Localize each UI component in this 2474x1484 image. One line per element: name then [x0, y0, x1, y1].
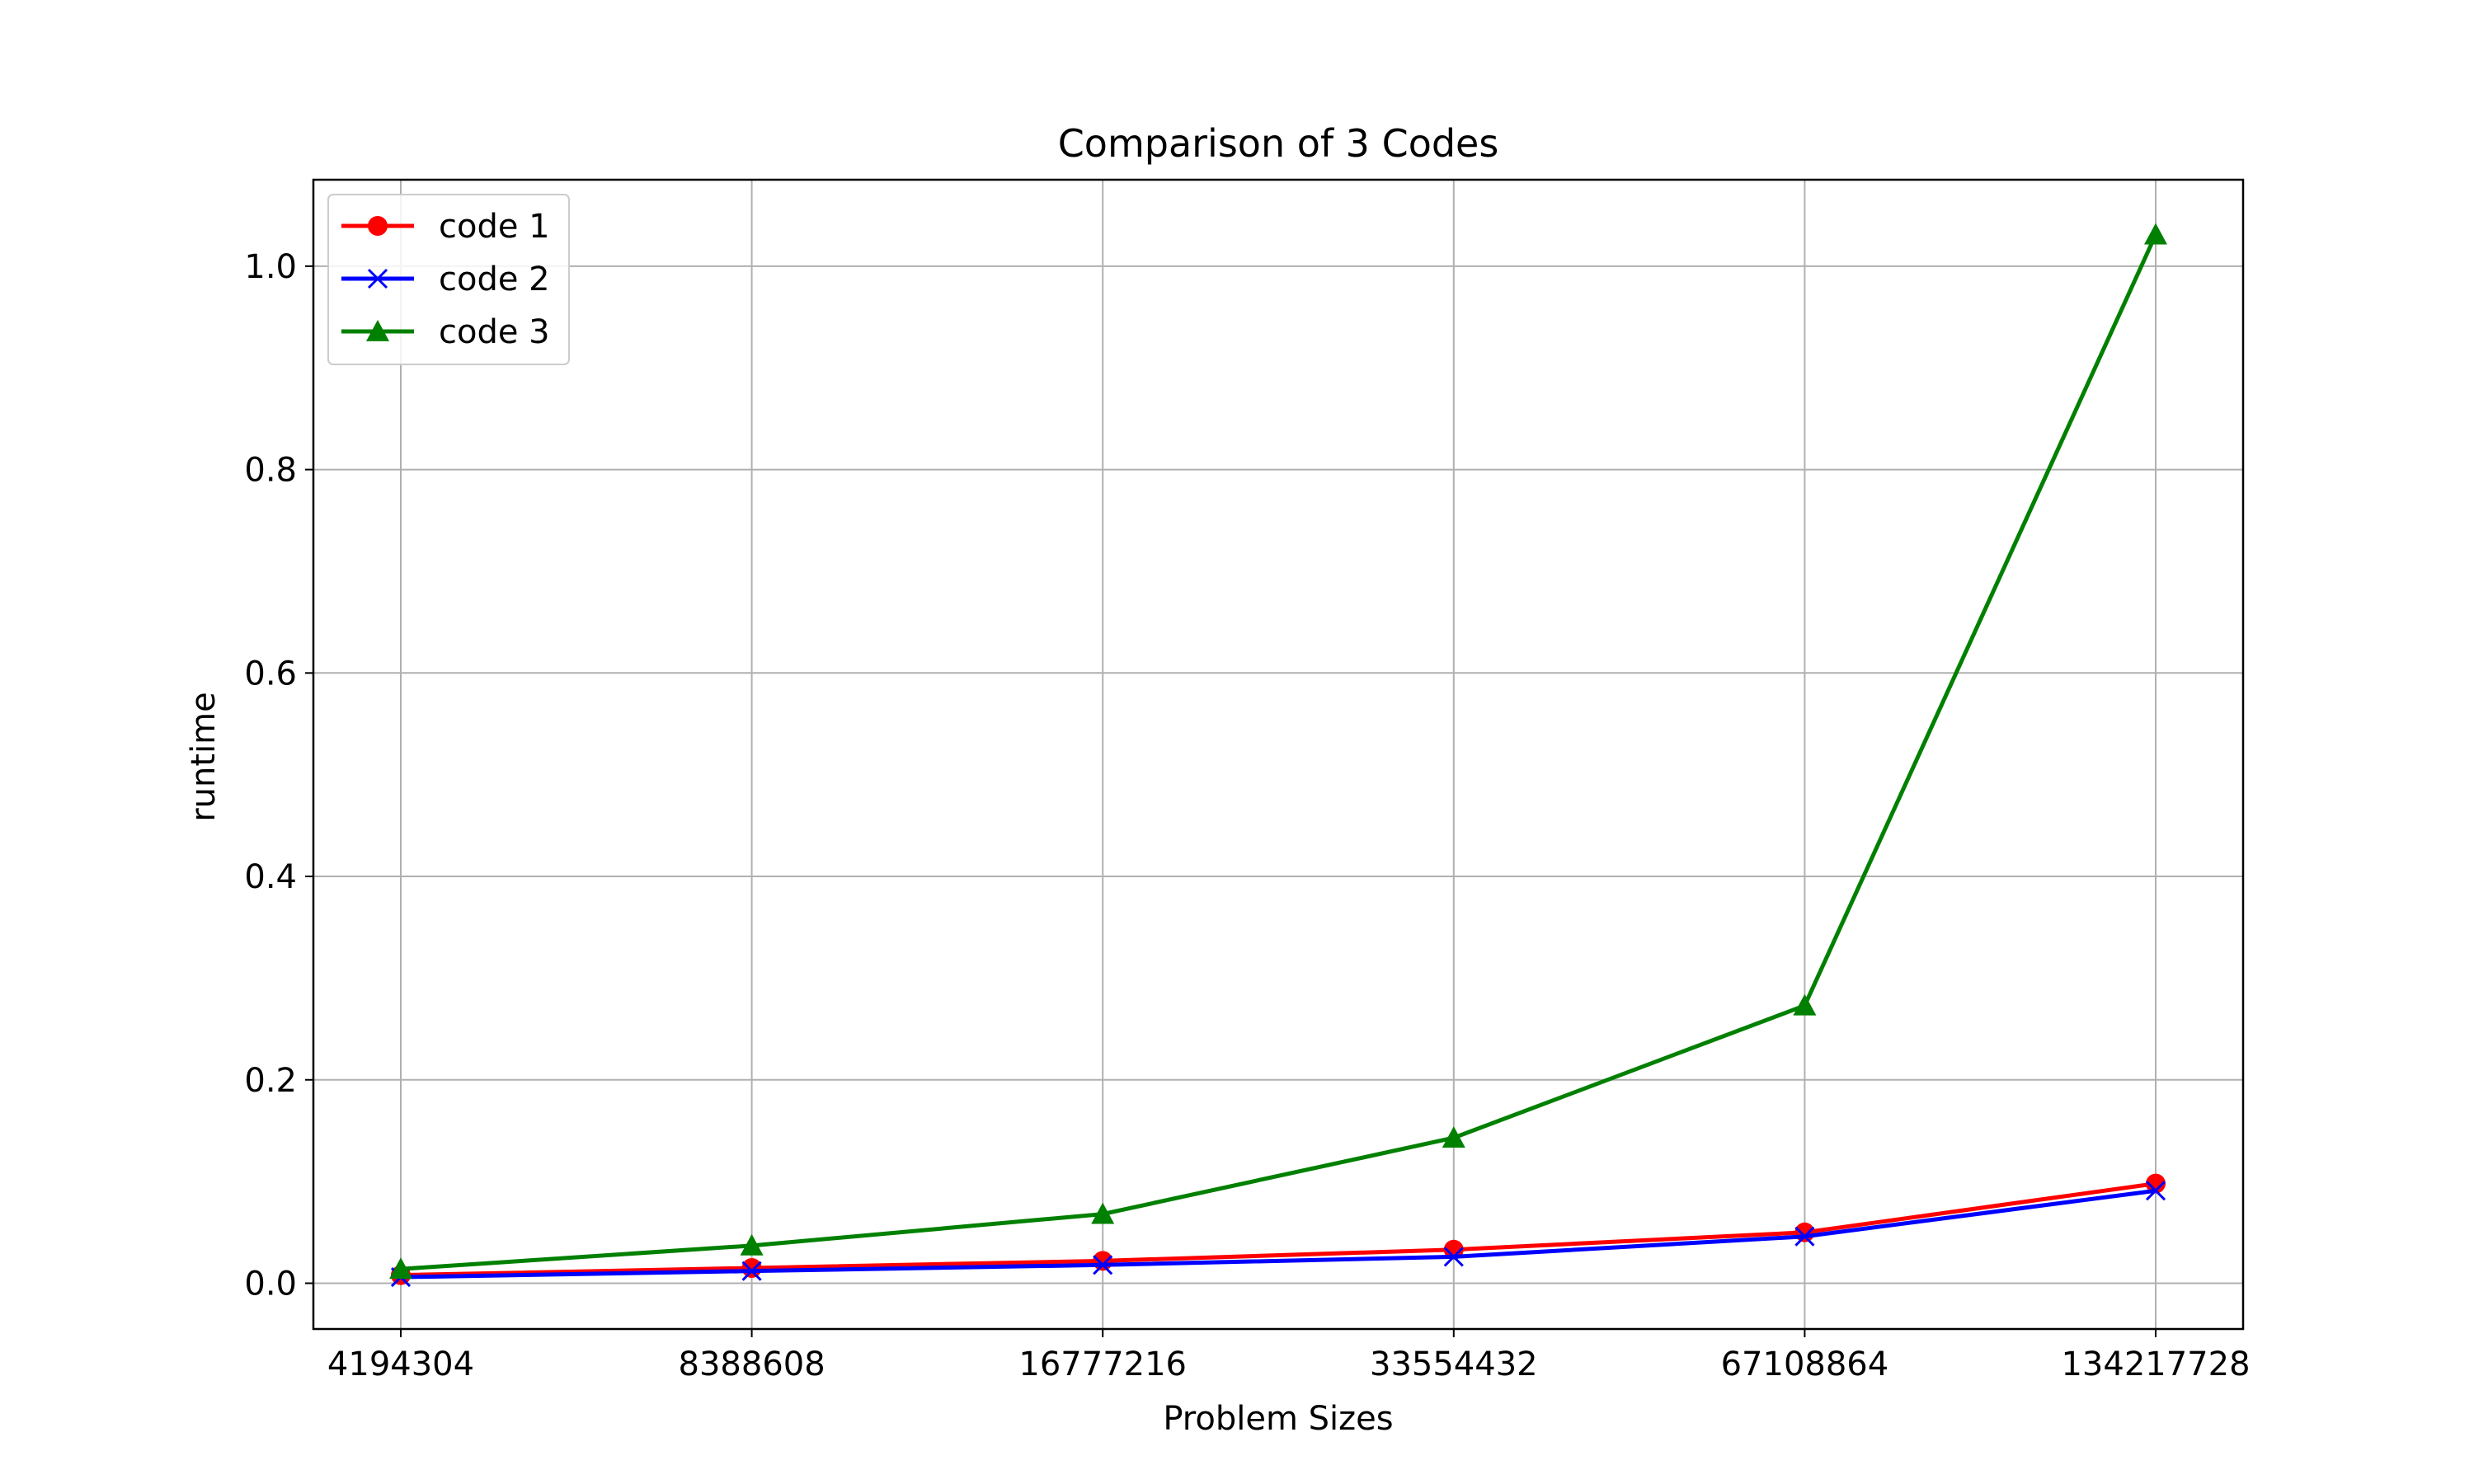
series-line — [400, 1188, 2157, 1280]
x-tick-label: 67108864 — [1721, 1345, 1889, 1383]
data-point — [1443, 1247, 1464, 1267]
data-point — [1091, 1202, 1115, 1224]
y-axis-label: runtime — [185, 692, 223, 822]
data-point — [389, 1257, 412, 1280]
y-tick-label: 0.8 — [244, 452, 297, 490]
y-tick-label: 1.0 — [244, 248, 297, 286]
grid-lines — [313, 180, 2243, 1329]
series-3 — [389, 223, 2167, 1280]
x-tick-label: 16777216 — [1018, 1345, 1187, 1383]
legend-marker — [367, 268, 388, 289]
y-tick-label: 0.2 — [244, 1062, 297, 1100]
y-tick-label: 0.4 — [244, 858, 297, 896]
data-point — [1794, 1222, 1815, 1242]
legend-item: code 2 — [341, 261, 550, 298]
x-tick-label: 33554432 — [1370, 1345, 1538, 1383]
data-point — [2145, 1181, 2166, 1201]
legend-label: code 1 — [439, 208, 550, 246]
x-axis-label: Problem Sizes — [1163, 1400, 1393, 1438]
series-line — [400, 233, 2158, 1271]
y-tick-label: 0.0 — [244, 1265, 297, 1303]
legend-label: code 2 — [439, 261, 550, 298]
legend: code 1 code 2 code 3 — [327, 194, 570, 365]
chart-title: Comparison of 3 Codes — [1058, 121, 1499, 166]
data-point — [741, 1257, 762, 1278]
legend-box — [327, 194, 570, 365]
data-point — [2144, 223, 2167, 245]
legend-label: code 3 — [439, 313, 550, 351]
series-layer — [389, 223, 2167, 1288]
x-tick-label: 8388608 — [679, 1345, 825, 1383]
data-point — [741, 1261, 762, 1281]
data-point — [740, 1233, 764, 1256]
legend-marker — [368, 216, 388, 236]
data-point — [1793, 993, 1817, 1016]
data-point — [1093, 1255, 1113, 1275]
ticks: 4194304 8388608 16777216 33554432 67108864 13… — [244, 248, 2250, 1383]
data-point — [1093, 1251, 1113, 1271]
data-point — [1442, 1126, 1465, 1148]
legend-item: code 3 — [341, 313, 550, 351]
y-tick-label: 0.6 — [244, 655, 297, 693]
legend-marker — [366, 320, 389, 341]
plot-frame — [312, 178, 2245, 1331]
data-point — [2146, 1173, 2166, 1194]
data-point — [1794, 1226, 1815, 1247]
legend-item: code 1 — [341, 208, 550, 246]
x-tick-label: 4194304 — [327, 1345, 474, 1383]
x-tick-label: 134217728 — [2061, 1345, 2250, 1383]
series-line — [400, 1181, 2157, 1278]
